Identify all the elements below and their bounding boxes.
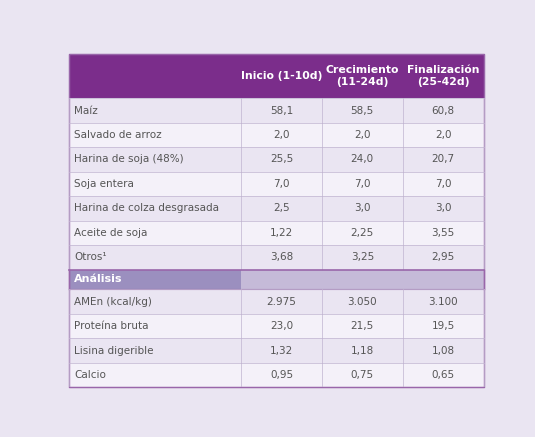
Text: 58,5: 58,5	[350, 106, 374, 115]
Text: 3.050: 3.050	[348, 297, 377, 307]
Bar	[69, 245, 484, 270]
Text: AMEn (kcal/kg): AMEn (kcal/kg)	[74, 297, 152, 307]
Text: Otros¹: Otros¹	[74, 253, 106, 262]
Text: 7,0: 7,0	[435, 179, 452, 189]
Bar	[322, 270, 403, 289]
Bar	[241, 270, 322, 289]
Text: Salvado de arroz: Salvado de arroz	[74, 130, 162, 140]
Text: Lisina digerible: Lisina digerible	[74, 346, 154, 356]
Text: 2,25: 2,25	[350, 228, 374, 238]
Bar	[69, 289, 484, 314]
Bar	[69, 172, 484, 196]
Text: Soja entera: Soja entera	[74, 179, 134, 189]
Text: 1,22: 1,22	[270, 228, 293, 238]
Bar	[69, 314, 484, 338]
Text: 3,25: 3,25	[350, 253, 374, 262]
Text: 2,0: 2,0	[435, 130, 452, 140]
Text: 0,65: 0,65	[432, 370, 455, 380]
Text: 3,0: 3,0	[435, 204, 452, 213]
Bar	[69, 147, 484, 172]
Text: 19,5: 19,5	[432, 321, 455, 331]
Text: 1,08: 1,08	[432, 346, 455, 356]
Bar	[69, 338, 484, 363]
Text: 25,5: 25,5	[270, 155, 293, 164]
Text: 58,1: 58,1	[270, 106, 293, 115]
Text: Harina de colza desgrasada: Harina de colza desgrasada	[74, 204, 219, 213]
Text: 1,18: 1,18	[350, 346, 374, 356]
Bar	[69, 123, 484, 147]
Text: Proteína bruta: Proteína bruta	[74, 321, 148, 331]
Bar	[69, 270, 241, 289]
Bar	[69, 221, 484, 245]
Text: Maíz: Maíz	[74, 106, 98, 115]
Bar	[69, 363, 484, 387]
Bar	[403, 270, 484, 289]
Text: 2,0: 2,0	[354, 130, 371, 140]
Text: 2,5: 2,5	[273, 204, 290, 213]
Text: Finalización
(25-42d): Finalización (25-42d)	[407, 66, 479, 87]
Text: 20,7: 20,7	[432, 155, 455, 164]
Text: Inicio (1-10d): Inicio (1-10d)	[241, 71, 322, 81]
Bar	[69, 98, 484, 123]
Text: Crecimiento
(11-24d): Crecimiento (11-24d)	[325, 66, 399, 87]
Text: Calcio: Calcio	[74, 370, 106, 380]
Text: 24,0: 24,0	[351, 155, 374, 164]
Bar	[69, 54, 484, 98]
Text: 3.100: 3.100	[429, 297, 458, 307]
Text: 0,75: 0,75	[351, 370, 374, 380]
Text: 23,0: 23,0	[270, 321, 293, 331]
Text: Aceite de soja: Aceite de soja	[74, 228, 147, 238]
Text: 7,0: 7,0	[354, 179, 371, 189]
Text: 2,0: 2,0	[273, 130, 289, 140]
Text: 3,0: 3,0	[354, 204, 371, 213]
Text: 2.975: 2.975	[266, 297, 296, 307]
Text: 1,32: 1,32	[270, 346, 293, 356]
Text: 3,68: 3,68	[270, 253, 293, 262]
Text: 21,5: 21,5	[350, 321, 374, 331]
Bar	[69, 54, 484, 98]
Text: 7,0: 7,0	[273, 179, 289, 189]
Bar	[69, 196, 484, 221]
Text: Análisis: Análisis	[74, 274, 123, 284]
Text: Harina de soja (48%): Harina de soja (48%)	[74, 155, 184, 164]
Text: 60,8: 60,8	[432, 106, 455, 115]
Text: 2,95: 2,95	[432, 253, 455, 262]
Text: 0,95: 0,95	[270, 370, 293, 380]
Text: 3,55: 3,55	[432, 228, 455, 238]
